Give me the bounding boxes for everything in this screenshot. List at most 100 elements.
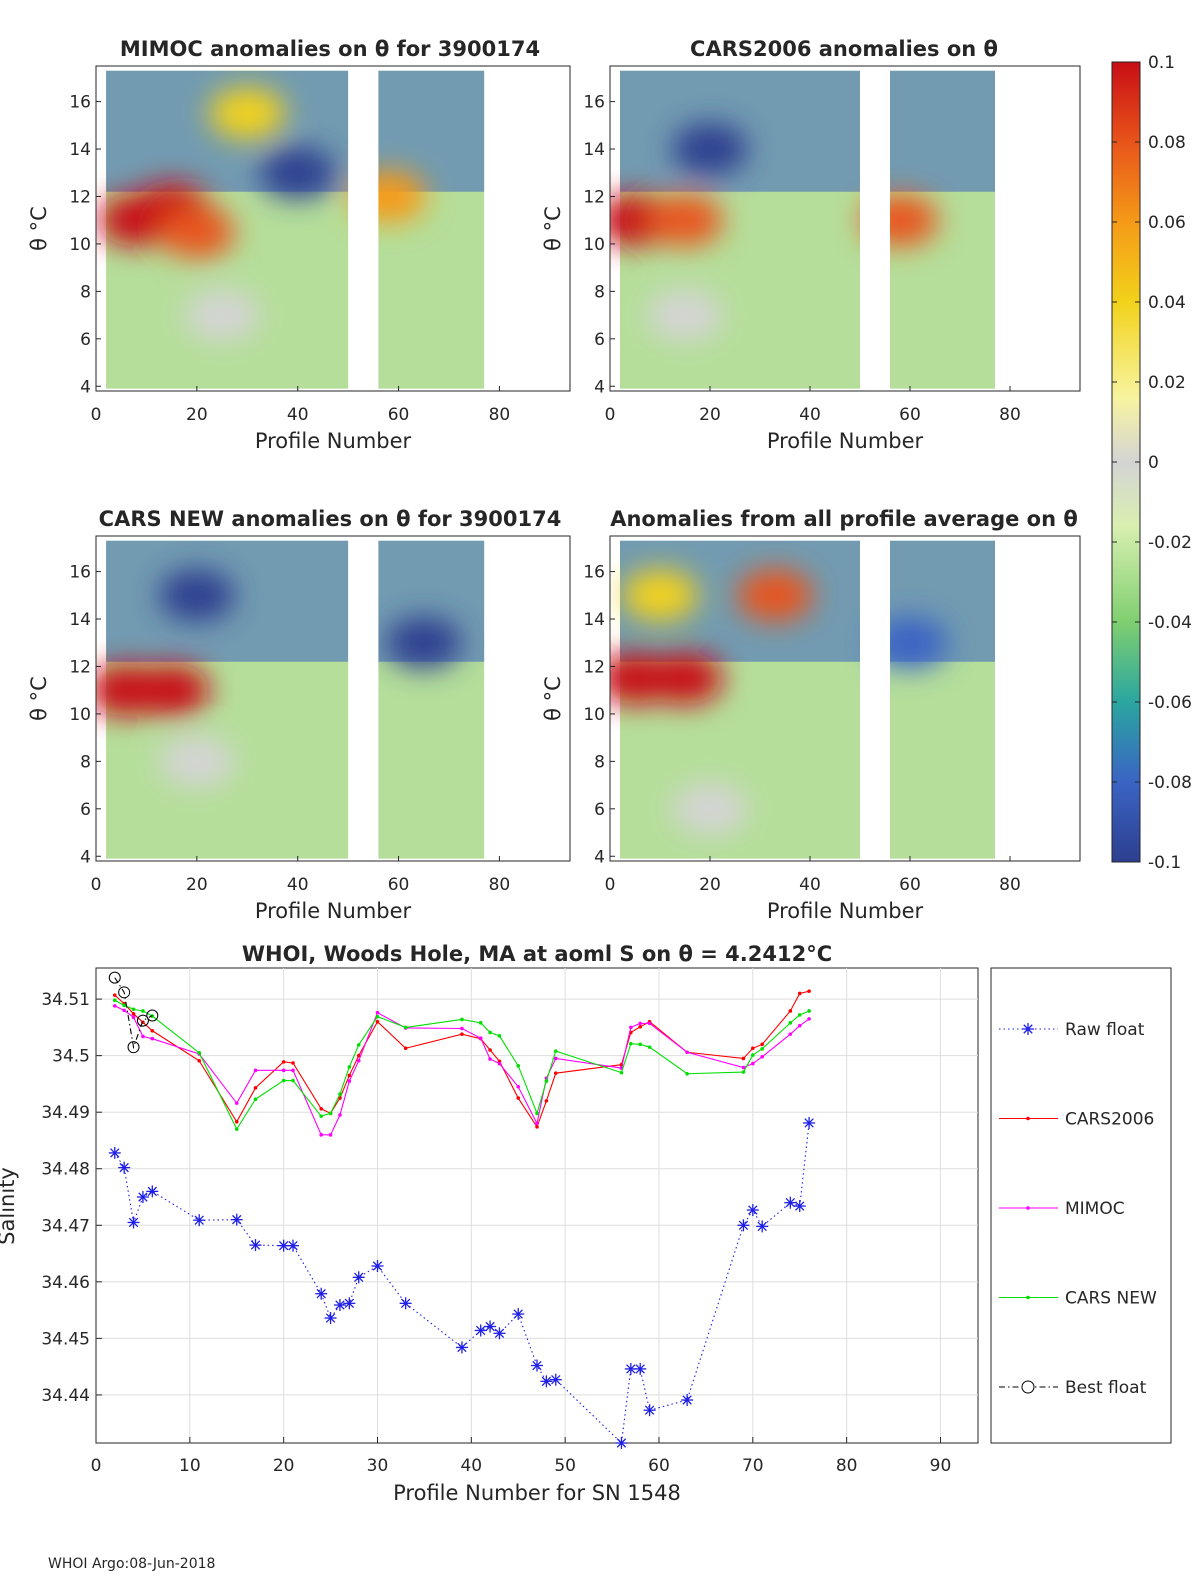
star-stroke bbox=[400, 1298, 411, 1309]
point-mimoc bbox=[553, 1056, 558, 1061]
point-mimoc bbox=[516, 1084, 521, 1089]
panel-x-axis-label: Profile Number bbox=[255, 429, 412, 453]
anomaly-blob bbox=[647, 289, 723, 342]
point-cars2006 bbox=[403, 1046, 408, 1051]
y-tick-label: 6 bbox=[594, 330, 605, 350]
star-stroke bbox=[147, 1186, 158, 1197]
salinity-x-axis-label: Profile Number for SN 1548 bbox=[393, 1481, 681, 1505]
x-tick-label: 30 bbox=[367, 1456, 389, 1476]
star-stroke bbox=[278, 1240, 289, 1251]
point-mimoc bbox=[685, 1050, 689, 1055]
star-stroke bbox=[372, 1261, 383, 1271]
footer-text: WHOI Argo:08-Jun-2018 bbox=[48, 1556, 215, 1572]
point-cars-new bbox=[788, 1021, 793, 1025]
data-gap bbox=[860, 66, 890, 391]
point-cars2006 bbox=[150, 1028, 155, 1033]
x-tick-label: 20 bbox=[186, 405, 208, 425]
point-mimoc bbox=[356, 1058, 361, 1063]
panel-title: Anomalies from all profile average on θ bbox=[610, 507, 1078, 531]
x-tick-label: 80 bbox=[489, 875, 511, 895]
point-mimoc bbox=[807, 1017, 811, 1021]
colorbar: 0.1 0.08 0.06 0.04 0.02 0 -0.02 -0.04 -0.06 -0.08… bbox=[1111, 53, 1192, 873]
point-raw-float bbox=[118, 1161, 131, 1174]
y-tick-label: 12 bbox=[69, 657, 91, 677]
x-tick-label: 0 bbox=[91, 1456, 102, 1476]
data-gap bbox=[995, 536, 1080, 861]
point-raw-float bbox=[549, 1373, 562, 1386]
point-cars-new bbox=[460, 1017, 464, 1022]
y-tick-label: 34.51 bbox=[41, 990, 90, 1010]
colorbar-tick-label: 0.02 bbox=[1148, 373, 1186, 393]
star-stroke bbox=[616, 1438, 627, 1448]
panel-frame bbox=[609, 65, 1081, 392]
y-tick-label: 6 bbox=[80, 800, 91, 820]
star-stroke bbox=[626, 1364, 636, 1374]
point-cars2006 bbox=[488, 1048, 492, 1052]
y-tick-label: 14 bbox=[583, 610, 605, 630]
point-mimoc bbox=[338, 1113, 342, 1117]
anomaly-blob bbox=[259, 146, 336, 199]
legend-label-mimoc: MIMOC bbox=[1065, 1199, 1125, 1219]
point-mimoc bbox=[478, 1036, 483, 1040]
anomaly-panel-cars2006: 4 6 8 10 12 14 16 0 20 40 60 80 CARS2006 anomalies o… bbox=[541, 37, 1081, 453]
salinity-y-ticks: 34.44 34.45 34.46 34.47 34.48 34.49 34.5 34.51 bbox=[41, 990, 102, 1406]
point-raw-float bbox=[746, 1204, 759, 1217]
point-cars-new bbox=[253, 1097, 258, 1101]
star-stroke bbox=[494, 1328, 505, 1338]
point-cars-new bbox=[375, 1014, 380, 1019]
point-mimoc bbox=[629, 1025, 633, 1030]
salinity-chart: 0 10 20 30 40 50 60 70 80 90 34.44 34.45 34.46 34.47… bbox=[0, 942, 1172, 1505]
point-cars-new bbox=[141, 1009, 145, 1013]
legend-label-raw-float: Raw float bbox=[1065, 1020, 1145, 1040]
point-mimoc bbox=[281, 1068, 286, 1073]
point-mimoc bbox=[751, 1061, 755, 1066]
anomaly-blob bbox=[133, 664, 210, 717]
y-tick-label: 14 bbox=[69, 140, 91, 160]
point-cars2006 bbox=[638, 1025, 643, 1029]
panel-title: CARS NEW anomalies on θ for 3900174 bbox=[99, 507, 562, 531]
legend-marker-mimoc bbox=[1026, 1206, 1030, 1210]
point-cars2006 bbox=[347, 1073, 352, 1078]
point-raw-float bbox=[493, 1327, 506, 1340]
colorbar-tick-label: -0.1 bbox=[1148, 853, 1181, 873]
point-mimoc bbox=[760, 1054, 764, 1059]
point-cars2006 bbox=[253, 1086, 258, 1090]
series-line-cars2006 bbox=[114, 990, 810, 1129]
anomaly-panel-cars-new: 4 6 8 10 12 14 16 0 20 40 60 80 CARS NEW anomalies o… bbox=[27, 507, 571, 923]
star-stroke bbox=[785, 1197, 796, 1208]
anomaly-blob bbox=[158, 206, 235, 259]
star-stroke bbox=[457, 1342, 467, 1353]
y-tick-label: 16 bbox=[583, 93, 605, 113]
point-cars2006 bbox=[281, 1060, 286, 1064]
anomaly-blob bbox=[622, 569, 698, 622]
legend-item-cars2006: CARS2006 bbox=[999, 1110, 1154, 1130]
star-stroke bbox=[475, 1325, 486, 1336]
series-line-cars-new bbox=[114, 999, 810, 1131]
point-cars-new bbox=[197, 1051, 202, 1055]
point-mimoc bbox=[131, 1015, 136, 1019]
x-tick-label: 20 bbox=[699, 405, 721, 425]
point-cars2006 bbox=[535, 1125, 539, 1129]
y-tick-label: 16 bbox=[583, 563, 605, 583]
series-line-best-float bbox=[114, 977, 153, 1050]
point-cars-new bbox=[319, 1114, 323, 1118]
anomaly-blobs bbox=[96, 569, 462, 788]
colorbar-tick-label: -0.04 bbox=[1148, 613, 1192, 633]
legend-marker-cars-new bbox=[1026, 1295, 1030, 1300]
x-tick-label: 20 bbox=[186, 875, 208, 895]
y-tick-label: 8 bbox=[594, 282, 605, 302]
y-tick-label: 34.44 bbox=[41, 1386, 90, 1406]
legend-item-cars-new: CARS NEW bbox=[999, 1289, 1157, 1309]
y-tick-label: 10 bbox=[69, 705, 91, 725]
y-tick-label: 34.47 bbox=[41, 1216, 90, 1236]
y-tick-label: 16 bbox=[69, 93, 91, 113]
star-stroke bbox=[325, 1313, 336, 1323]
data-gap bbox=[995, 66, 1080, 391]
point-cars-new bbox=[647, 1045, 652, 1049]
colorbar-tick-label: -0.06 bbox=[1148, 693, 1192, 713]
star-stroke bbox=[795, 1201, 805, 1211]
x-tick-label: 40 bbox=[799, 405, 821, 425]
point-cars-new bbox=[403, 1025, 408, 1030]
legend-label-cars-new: CARS NEW bbox=[1065, 1289, 1157, 1309]
star-stroke bbox=[541, 1376, 552, 1387]
